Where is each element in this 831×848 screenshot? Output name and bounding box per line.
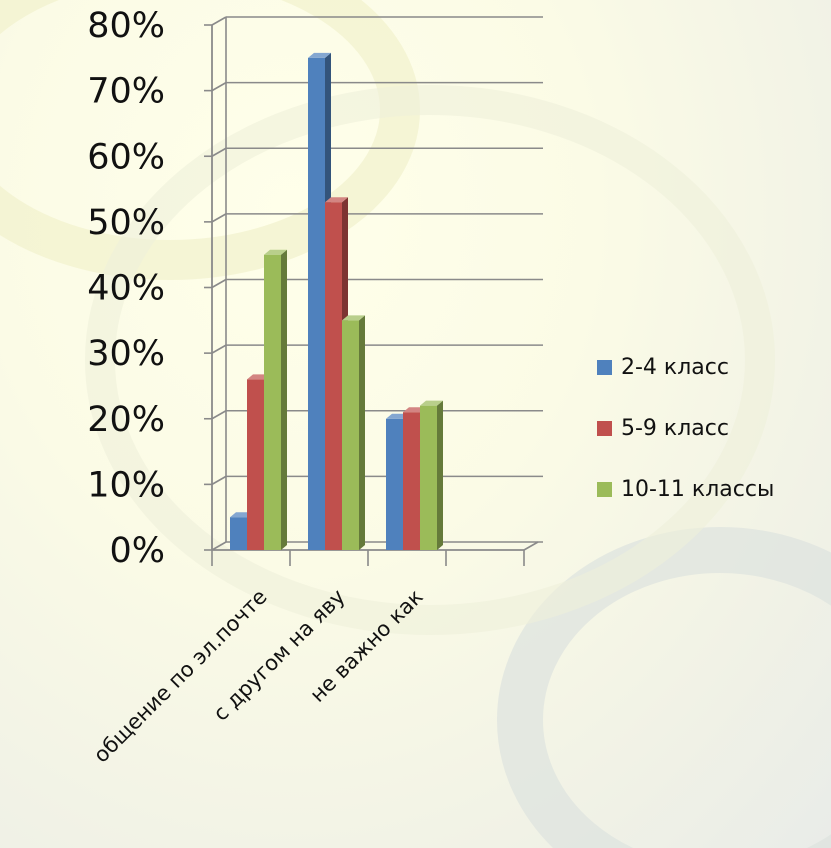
y-tick-label: 0%	[109, 531, 165, 571]
y-tick-label: 70%	[87, 72, 165, 112]
gridline-diagonal	[211, 475, 227, 486]
bar-side	[281, 249, 287, 550]
legend-label: 2-4 класс	[621, 355, 729, 380]
y-tick-label: 80%	[87, 6, 165, 46]
bar-top	[325, 197, 348, 203]
bar	[264, 249, 287, 550]
y-tick-label: 40%	[87, 269, 165, 309]
bar	[420, 400, 443, 550]
legend-label: 10-11 классы	[621, 477, 774, 502]
y-tick-label: 50%	[87, 203, 165, 243]
bar-front	[420, 405, 437, 550]
bar-top	[264, 249, 287, 255]
legend-label: 5-9 класс	[621, 416, 729, 441]
gridline-diagonal	[211, 213, 227, 223]
y-tick-labels: 0% 10% 20% 30% 40% 50% 60% 70% 80%	[87, 6, 165, 571]
legend-item: 10-11 классы	[597, 477, 774, 502]
y-tick-label: 20%	[87, 400, 165, 440]
gridline-diagonal	[211, 147, 227, 157]
legend-swatch	[597, 482, 612, 497]
y-tick-label: 30%	[87, 334, 165, 374]
bar-front	[308, 57, 325, 550]
gridline-diagonal	[211, 278, 227, 289]
bar-front	[403, 412, 420, 550]
gridline-diagonal	[211, 541, 227, 551]
bar-front	[325, 202, 342, 550]
bar-top	[420, 400, 443, 406]
legend-swatch	[597, 421, 612, 436]
y-tick-label: 10%	[87, 465, 165, 505]
bar	[342, 315, 365, 550]
axes	[211, 17, 539, 566]
bar-front	[386, 418, 403, 550]
legend-item: 2-4 класс	[597, 355, 729, 380]
bar-top	[342, 315, 365, 321]
bar-front	[230, 517, 247, 550]
deco-swirl	[85, 85, 775, 635]
bar-front	[247, 379, 264, 550]
floor-edge	[523, 541, 539, 551]
legend-swatch	[597, 360, 612, 375]
gridline-diagonal	[211, 16, 227, 26]
bars	[230, 52, 443, 550]
legend-item: 5-9 класс	[597, 416, 729, 441]
bar-front	[264, 254, 281, 550]
legend: 2-4 класс 5-9 класс 10-11 классы	[597, 355, 774, 502]
bar-side	[359, 315, 365, 550]
bar-top	[308, 52, 331, 58]
bar-front	[342, 320, 359, 550]
y-tick-label: 60%	[87, 137, 165, 177]
deco-swirl	[497, 527, 831, 848]
gridline-diagonal	[211, 410, 227, 420]
gridline-diagonal	[211, 81, 227, 92]
bar-side	[437, 400, 443, 550]
gridline-diagonal	[211, 344, 227, 354]
